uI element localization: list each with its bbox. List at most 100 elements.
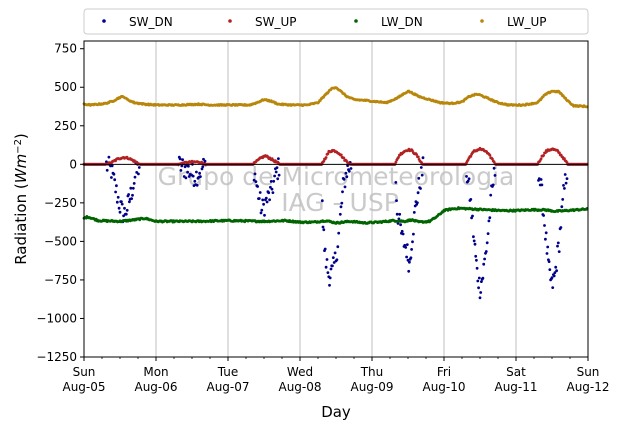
data-point [411, 240, 414, 244]
data-point [178, 157, 182, 161]
data-point [486, 232, 490, 236]
data-point [563, 187, 566, 190]
data-point [421, 156, 425, 160]
data-point [275, 166, 279, 170]
data-point [483, 257, 486, 261]
x-tick-label-day: Mon [143, 365, 168, 379]
data-point [487, 219, 491, 223]
x-tick-label-date: Aug-12 [566, 380, 609, 394]
data-point [259, 211, 263, 215]
data-point [186, 170, 190, 174]
data-point [263, 213, 266, 217]
data-point [112, 172, 116, 176]
legend-box [83, 8, 589, 35]
data-point [262, 202, 265, 206]
data-point [120, 202, 124, 206]
data-point [342, 156, 346, 160]
series-lw-dn [82, 206, 589, 225]
data-point [415, 153, 418, 156]
data-point [193, 179, 197, 183]
data-point [271, 191, 275, 195]
data-point [326, 271, 330, 274]
data-point [345, 175, 349, 179]
y-axis-title-tail: ) [12, 133, 30, 139]
data-point [482, 262, 486, 266]
watermark-line-2: IAG - USP [281, 188, 399, 217]
data-point [324, 265, 328, 269]
x-tick-label-day: Tue [217, 365, 239, 379]
y-tick-label: −750 [44, 273, 77, 287]
data-point [546, 245, 550, 249]
data-point [191, 174, 195, 178]
data-point [344, 171, 348, 175]
data-point [395, 199, 398, 203]
legend-label-sw-dn: SW_DN [129, 15, 173, 29]
data-point [562, 184, 565, 187]
legend-marker-sw-dn [102, 19, 106, 23]
data-point [476, 279, 480, 283]
x-tick-label-date: Aug-05 [62, 380, 105, 394]
legend-marker-lw-dn [354, 19, 358, 23]
data-point [472, 239, 476, 243]
y-tick-label: 500 [54, 80, 77, 94]
data-point [321, 225, 325, 229]
data-point [416, 155, 420, 159]
data-point [412, 232, 415, 236]
data-point [540, 183, 544, 187]
x-tick-label-date: Aug-10 [422, 380, 465, 394]
data-point [339, 153, 343, 157]
data-point [473, 242, 477, 246]
data-point [179, 169, 183, 172]
data-point [481, 276, 485, 280]
data-point [349, 167, 353, 170]
data-point [257, 197, 261, 200]
data-point [347, 169, 351, 173]
data-point [475, 258, 478, 262]
data-point [404, 246, 408, 249]
data-point [113, 178, 117, 182]
data-point [543, 224, 546, 227]
x-tick-label-day: Sun [73, 365, 96, 379]
data-point [110, 164, 114, 168]
x-axis-ticks: SunAug-05MonAug-06TueAug-07WedAug-08ThuA… [62, 357, 610, 394]
legend-label-sw-up: SW_UP [255, 15, 297, 29]
data-point [328, 283, 331, 287]
data-point [132, 182, 136, 185]
data-point [338, 212, 342, 216]
grid-lines [155, 41, 517, 357]
data-point [335, 258, 339, 262]
data-point [181, 158, 185, 162]
data-point [416, 201, 419, 205]
data-point [555, 269, 558, 273]
data-point [273, 174, 276, 178]
data-point [477, 276, 481, 280]
data-point [341, 190, 344, 194]
data-point [105, 168, 109, 172]
data-point [467, 177, 471, 181]
data-point [260, 208, 264, 212]
data-point [202, 157, 205, 161]
data-point [472, 235, 475, 239]
data-point [556, 244, 559, 248]
data-point [133, 175, 137, 179]
data-point [401, 232, 405, 236]
data-point [407, 269, 411, 273]
data-point [552, 274, 556, 278]
data-point [544, 231, 548, 235]
data-point [127, 200, 131, 204]
data-point [406, 258, 410, 262]
data-point [115, 200, 119, 204]
data-point [488, 153, 492, 157]
data-point [131, 186, 135, 190]
data-point [492, 166, 496, 170]
data-point [267, 191, 271, 195]
data-point [491, 183, 495, 187]
legend-label-lw-dn: LW_DN [381, 15, 423, 29]
data-point [323, 247, 327, 251]
data-point [195, 183, 199, 187]
data-point [199, 175, 202, 179]
y-tick-label: −500 [44, 234, 77, 248]
data-point [125, 208, 129, 212]
data-point [127, 193, 130, 196]
